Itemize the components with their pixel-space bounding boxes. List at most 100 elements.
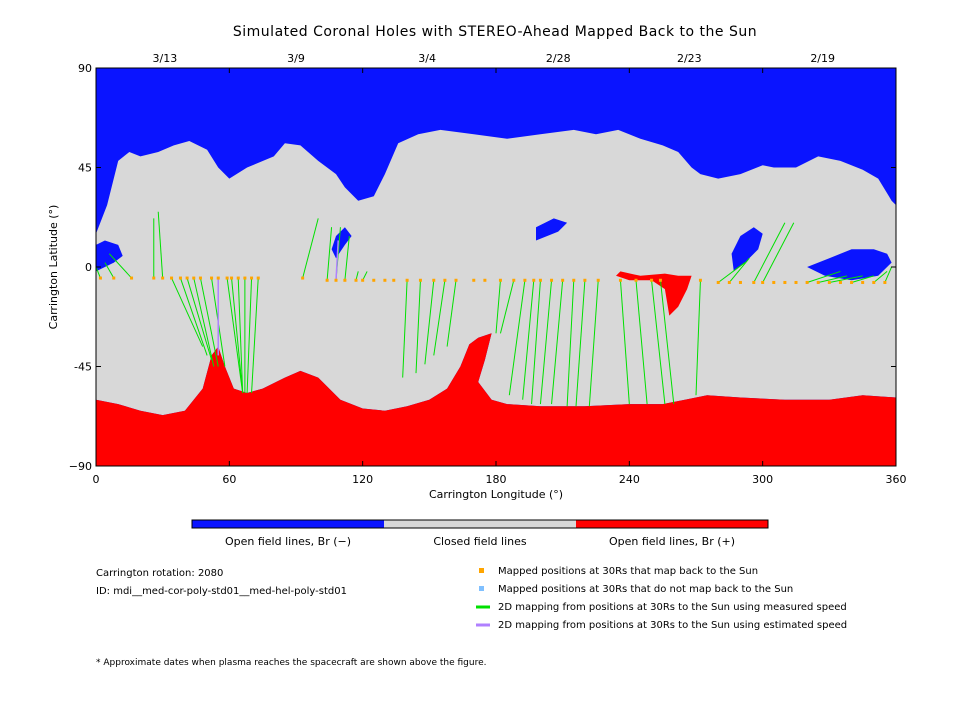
mapped-point bbox=[98, 276, 102, 280]
mapping-lines bbox=[96, 211, 893, 407]
measured-speed-line bbox=[344, 235, 350, 281]
x-tick-label: 60 bbox=[222, 473, 236, 486]
estimated-speed-line bbox=[335, 240, 339, 281]
measured-speed-line bbox=[806, 270, 841, 283]
mapped-point bbox=[472, 278, 476, 282]
negative-holes bbox=[96, 218, 892, 281]
positive-holes bbox=[616, 271, 692, 316]
y-tick-label: 0 bbox=[85, 261, 92, 274]
colorbar-label-positive: Open field lines, Br (+) bbox=[609, 535, 735, 548]
measured-speed-line bbox=[659, 280, 675, 405]
mapped-point bbox=[325, 278, 329, 282]
x-tick-label: 120 bbox=[352, 473, 373, 486]
measured-speed-line bbox=[326, 227, 333, 281]
measured-speed-line bbox=[179, 277, 208, 356]
measured-speed-line bbox=[508, 280, 526, 396]
closed-island bbox=[424, 138, 496, 170]
mapped-point bbox=[650, 278, 654, 282]
measured-speed-line bbox=[829, 275, 863, 283]
mapped-point bbox=[112, 276, 116, 280]
measured-speed-line bbox=[753, 222, 786, 283]
mapped-point bbox=[216, 276, 220, 280]
legend-label-measured: 2D mapping from positions at 30Rs to the… bbox=[498, 602, 847, 613]
measured-speed-line bbox=[499, 280, 515, 334]
measured-speed-line bbox=[728, 257, 750, 283]
date-tick-label: 3/9 bbox=[287, 52, 305, 65]
mapped-point bbox=[861, 280, 865, 284]
colorbar: Open field lines, Br (−) Closed field li… bbox=[191, 519, 769, 548]
mapped-point bbox=[716, 280, 720, 284]
mapped-point bbox=[372, 278, 376, 282]
measured-speed-line bbox=[302, 218, 319, 279]
mapped-point bbox=[256, 276, 260, 280]
mapped-point bbox=[405, 278, 409, 282]
negative-hole bbox=[731, 227, 763, 272]
mapped-point bbox=[443, 278, 447, 282]
date-tick-label: 2/23 bbox=[677, 52, 702, 65]
mapped-point bbox=[170, 276, 174, 280]
footnote: * Approximate dates when plasma reaches … bbox=[96, 658, 487, 668]
measured-speed-line bbox=[695, 280, 701, 396]
measured-speed-line bbox=[635, 280, 648, 405]
measured-speed-line bbox=[424, 280, 435, 365]
mapped-point bbox=[634, 278, 638, 282]
mapped-point bbox=[752, 280, 756, 284]
mapped-point bbox=[334, 278, 338, 282]
negative-hole bbox=[96, 240, 123, 272]
date-tick-label: 2/19 bbox=[810, 52, 835, 65]
x-ticks: 0 60 120 180 240 300 360 bbox=[93, 68, 907, 486]
negative-hole bbox=[807, 249, 892, 281]
mapped-point bbox=[392, 278, 396, 282]
measured-speed-line bbox=[551, 280, 564, 405]
y-tick-label: 45 bbox=[78, 162, 92, 175]
mapped-point bbox=[727, 280, 731, 284]
closed-field-region bbox=[96, 129, 896, 416]
mapped-point bbox=[210, 276, 214, 280]
model-id: ID: mdi__med-cor-poly-std01__med-hel-pol… bbox=[96, 586, 347, 597]
negative-hole bbox=[536, 218, 568, 241]
legend-swatch-mapped bbox=[479, 568, 484, 573]
colorbar-positive bbox=[576, 520, 768, 528]
mapped-point bbox=[498, 278, 502, 282]
y-ticks: 90 45 0 -45 −90 bbox=[69, 62, 896, 473]
mapped-point bbox=[532, 278, 536, 282]
x-tick-label: 300 bbox=[752, 473, 773, 486]
measured-speed-line bbox=[104, 262, 115, 279]
closed-islands bbox=[202, 138, 848, 219]
measured-speed-line bbox=[818, 275, 848, 283]
mapped-point bbox=[236, 276, 240, 280]
measured-speed-line bbox=[588, 280, 599, 407]
negative-hole bbox=[331, 227, 352, 259]
mapped-point bbox=[805, 280, 809, 284]
colorbar-negative bbox=[192, 520, 384, 528]
mapped-point bbox=[454, 278, 458, 282]
mapped-point bbox=[130, 276, 134, 280]
mapped-point bbox=[198, 276, 202, 280]
x-axis-label: Carrington Longitude (°) bbox=[429, 488, 563, 501]
measured-speed-line bbox=[433, 280, 446, 356]
measured-speed-line bbox=[251, 278, 259, 394]
mapped-point bbox=[418, 278, 422, 282]
mapped-point bbox=[483, 278, 487, 282]
mapped-point bbox=[658, 278, 662, 282]
carrington-rotation: Carrington rotation: 2080 bbox=[96, 568, 223, 579]
mapped-point bbox=[432, 278, 436, 282]
mapped-point bbox=[772, 280, 776, 284]
closed-island bbox=[807, 178, 848, 214]
mapped-point bbox=[850, 280, 854, 284]
mapped-point bbox=[343, 278, 347, 282]
x-tick-label: 360 bbox=[886, 473, 907, 486]
colorbar-frame bbox=[191, 519, 769, 529]
measured-speed-line bbox=[531, 280, 541, 405]
mapped-point bbox=[538, 278, 542, 282]
mapped-point bbox=[561, 278, 565, 282]
measured-speed-line bbox=[231, 278, 244, 394]
mapped-point bbox=[185, 276, 189, 280]
legend-label-unmapped: Mapped positions at 30Rs that do not map… bbox=[498, 584, 793, 595]
measured-speed-line bbox=[566, 280, 575, 407]
measured-speed-line bbox=[171, 277, 204, 347]
mapped-point bbox=[301, 276, 305, 280]
measured-speed-line bbox=[96, 266, 101, 279]
mapped-point bbox=[838, 280, 842, 284]
mapped-point bbox=[512, 278, 516, 282]
